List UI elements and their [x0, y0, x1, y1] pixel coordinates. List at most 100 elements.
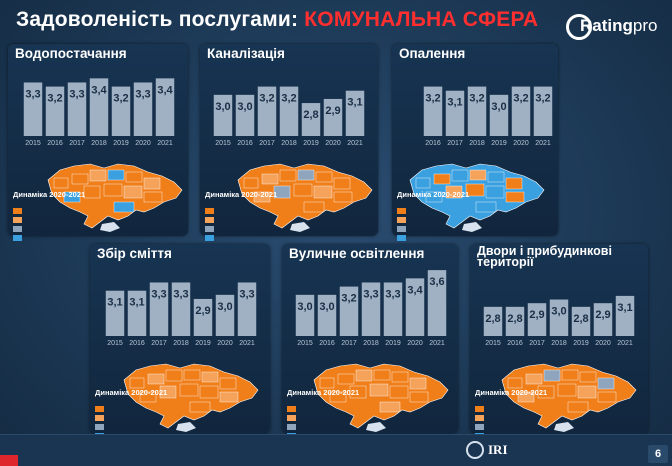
bar-value-label: 3,2	[259, 93, 274, 105]
map-region	[103, 183, 123, 197]
legend-swatch	[287, 423, 296, 430]
year-tick-label: 2018	[551, 340, 567, 347]
map-legend: Динаміка 2020-2021	[205, 190, 293, 241]
iri-wordmark: IRI	[488, 442, 508, 457]
map-region	[451, 169, 469, 182]
map-region	[139, 391, 157, 403]
ukraine-map	[123, 363, 259, 432]
page-title-accent: КОМУНАЛЬНА СФЕРА	[304, 8, 539, 31]
year-tick-label: 2019	[113, 140, 129, 147]
bar-value-label: 3,0	[237, 101, 252, 113]
map-region	[561, 369, 579, 381]
bar-2018	[89, 78, 109, 136]
map-legend: Динаміка 2020-2021	[13, 190, 101, 241]
bar-2020	[405, 278, 425, 336]
year-tick-label: 2017	[151, 340, 167, 347]
legend-swatch	[95, 405, 104, 412]
legend-item	[397, 211, 485, 223]
map-region	[485, 185, 505, 199]
bar-2021	[533, 86, 553, 136]
bar-value-label: 3,0	[319, 301, 334, 313]
year-tick-label: 2019	[385, 340, 401, 347]
legend-title: Динаміка 2020-2021	[475, 388, 548, 397]
bar-2020	[133, 82, 153, 136]
ukraine-map	[501, 363, 637, 432]
map-region	[189, 401, 211, 413]
map-region	[391, 371, 409, 383]
legend-item	[205, 220, 293, 232]
map-region	[355, 369, 373, 382]
map-region	[143, 191, 163, 203]
map-region	[415, 177, 431, 189]
bar-2020	[323, 98, 343, 136]
bar-value-label: 3,2	[281, 93, 296, 105]
bar-value-label: 3,3	[135, 88, 150, 100]
map-region	[125, 171, 143, 183]
map-region	[201, 371, 219, 383]
bar-2019	[301, 103, 321, 136]
panel-garbage-collection: Збір сміття 3,1 2015 3,1 2016 3,3 2017 3,3 2018…	[90, 244, 270, 439]
legend-item	[475, 409, 563, 421]
year-tick-label: 2017	[69, 140, 85, 147]
bar-value-label: 2,9	[325, 105, 340, 117]
legend-item	[287, 409, 375, 421]
ratingpro-wordmark-thin: pro	[632, 16, 658, 35]
legend-item	[287, 400, 375, 412]
map-legend: Динаміка 2020-2021	[287, 388, 375, 439]
year-tick-label: 2018	[363, 340, 379, 347]
map-region	[517, 391, 535, 403]
map-region	[333, 191, 353, 203]
bar-value-label: 2,8	[573, 313, 588, 325]
year-tick-label: 2020	[407, 340, 423, 347]
map-legend: Динаміка 2020-2021	[95, 388, 183, 439]
map-region-crimea	[290, 222, 310, 232]
legend-swatch	[95, 414, 104, 421]
map-region	[165, 369, 183, 382]
legend-swatch	[13, 216, 22, 223]
map-region	[297, 169, 315, 181]
bar-value-label: 3,4	[407, 284, 423, 296]
year-tick-label: 2017	[259, 140, 275, 147]
bar-2021	[237, 282, 257, 336]
bar-value-label: 2,8	[485, 313, 500, 325]
bar-2017	[527, 303, 547, 336]
map-region	[537, 385, 555, 399]
map-region	[179, 383, 199, 397]
map-region	[337, 373, 355, 385]
year-tick-label: 2015	[485, 340, 501, 347]
legend-item	[397, 229, 485, 241]
bar-chart: 3,0 2015 3,0 2016 3,2 2017 3,3 2018 3,3 2019 3,4 20…	[295, 270, 447, 347]
map-region	[261, 173, 279, 185]
legend-swatch	[475, 414, 484, 421]
ukraine-map	[47, 163, 183, 232]
map-region	[129, 377, 145, 389]
map-region	[243, 177, 259, 189]
legend-item	[205, 211, 293, 223]
map-region	[579, 371, 597, 383]
year-tick-label: 2015	[107, 340, 123, 347]
bar-value-label: 2,8	[303, 109, 318, 121]
panel-title: Каналізація	[207, 46, 285, 61]
legend-title: Динаміка 2020-2021	[397, 190, 470, 199]
year-tick-label: 2016	[425, 140, 441, 147]
legend-item	[287, 418, 375, 430]
bar-2020	[593, 303, 613, 336]
bar-2016	[127, 290, 147, 336]
legend-item	[397, 202, 485, 214]
map-region	[525, 373, 543, 385]
bar-2018	[279, 86, 299, 136]
map-region	[273, 185, 291, 199]
map-region-crimea	[462, 222, 482, 232]
map-region-crimea	[176, 422, 196, 432]
map-region	[465, 183, 485, 197]
bar-value-label: 3,0	[551, 306, 566, 318]
legend-swatch	[205, 207, 214, 214]
bar-2017	[257, 86, 277, 136]
year-tick-label: 2015	[297, 340, 313, 347]
bar-2017	[339, 286, 359, 336]
year-tick-label: 2017	[447, 140, 463, 147]
legend-item	[475, 400, 563, 412]
bar-value-label: 2,9	[595, 309, 610, 321]
panel-heating: Опалення 3,2 2016 3,1 2017 3,2 2018 3,0 2019 3,2…	[392, 44, 558, 241]
year-tick-label: 2021	[535, 140, 551, 147]
